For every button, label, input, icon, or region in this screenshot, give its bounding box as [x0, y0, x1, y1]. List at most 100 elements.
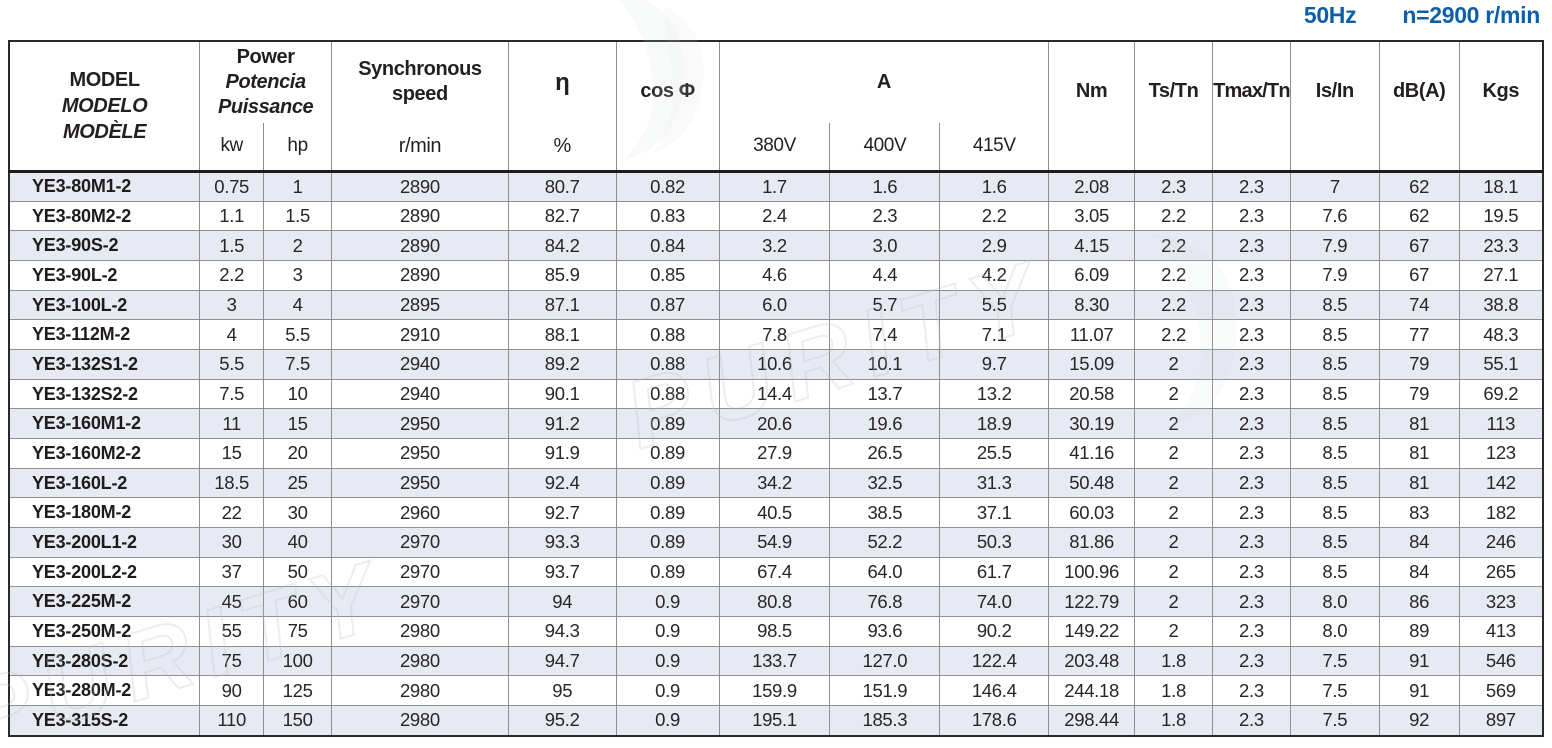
value-cell: 244.18: [1048, 675, 1136, 707]
value-cell: 18.9: [939, 408, 1050, 440]
value-cell: 2: [1134, 349, 1213, 380]
speed-label: n=2900 r/min: [1402, 2, 1540, 28]
value-cell: 54.9: [718, 527, 831, 558]
value-cell: 113: [1458, 408, 1544, 440]
value-cell: 0.75: [199, 171, 265, 202]
value-cell: 8.30: [1048, 289, 1136, 321]
value-cell: 7: [1289, 171, 1380, 202]
value-cell: 87.1: [507, 289, 617, 321]
table-row: YE3-160M2-2 15 20 2950 91.9 0.89 27.9 26.5 25.5 4…: [8, 438, 1544, 469]
value-cell: 6.0: [718, 289, 831, 321]
value-cell: 94.7: [507, 645, 617, 677]
table-row: YE3-132S2-2 7.5 10 2940 90.1 0.88 14.4 13.7 13.2…: [8, 378, 1544, 410]
value-cell: 0.89: [615, 467, 720, 499]
value-cell: 77: [1378, 319, 1460, 351]
value-cell: 1.8: [1134, 705, 1213, 736]
nm-label: Nm: [1075, 79, 1108, 102]
ts-tn-label: Ts/Tn: [1148, 79, 1199, 102]
value-cell: 2: [1134, 378, 1213, 410]
value-cell: 2.2: [939, 200, 1050, 232]
value-cell: 30: [263, 497, 333, 529]
value-cell: 93.3: [507, 527, 617, 558]
value-cell: 8.5: [1289, 319, 1380, 351]
value-cell: 0.88: [615, 319, 720, 351]
value-cell: 2950: [331, 408, 509, 440]
value-cell: 74: [1378, 289, 1460, 321]
value-cell: 6.09: [1048, 260, 1136, 291]
value-cell: 7.1: [939, 319, 1050, 351]
value-cell: 55: [199, 616, 265, 647]
value-cell: 75: [199, 645, 265, 677]
model-header-es: MODELO: [61, 95, 148, 117]
value-cell: 8.5: [1289, 438, 1380, 469]
value-cell: 81: [1378, 438, 1460, 469]
table-row: YE3-160L-2 18.5 25 2950 92.4 0.89 34.2 32.5 31.3…: [8, 467, 1544, 499]
value-cell: 32.5: [829, 467, 941, 499]
subcol-hp: hp: [263, 122, 333, 173]
model-cell: YE3-160M2-2: [8, 438, 201, 469]
value-cell: 151.9: [829, 675, 941, 707]
model-cell: YE3-100L-2: [8, 289, 201, 321]
value-cell: 1.6: [829, 171, 941, 202]
value-cell: 2.3: [829, 200, 941, 232]
value-cell: 2.3: [1211, 675, 1291, 707]
value-cell: 2.3: [1211, 705, 1291, 736]
value-cell: 2: [1134, 556, 1213, 588]
value-cell: 7.5: [1289, 645, 1380, 677]
value-cell: 3.05: [1048, 200, 1136, 232]
value-cell: 0.88: [615, 378, 720, 410]
value-cell: 3: [263, 260, 333, 291]
value-cell: 2.3: [1211, 408, 1291, 440]
table-row: YE3-80M1-2 0.75 1 2890 80.7 0.82 1.7 1.6 1.6 2.08…: [8, 171, 1544, 202]
value-cell: 62: [1378, 171, 1460, 202]
model-cell: YE3-280M-2: [8, 675, 201, 707]
value-cell: 50.3: [939, 527, 1050, 558]
value-cell: 195.1: [718, 705, 831, 736]
value-cell: 75: [263, 616, 333, 647]
model-cell: YE3-80M2-2: [8, 200, 201, 232]
value-cell: 61.7: [939, 556, 1050, 588]
value-cell: 48.3: [1458, 319, 1544, 351]
model-cell: YE3-250M-2: [8, 616, 201, 647]
value-cell: 0.87: [615, 289, 720, 321]
value-cell: 265: [1458, 556, 1544, 588]
value-cell: 2.2: [1134, 200, 1213, 232]
value-cell: 11: [199, 408, 265, 440]
value-cell: 0.9: [615, 645, 720, 677]
value-cell: 5.7: [829, 289, 941, 321]
value-cell: 8.5: [1289, 556, 1380, 588]
table-row: YE3-132S1-2 5.5 7.5 2940 89.2 0.88 10.6 10.1 9.7…: [8, 349, 1544, 380]
value-cell: 2: [1134, 408, 1213, 440]
table-row: YE3-112M-2 4 5.5 2910 88.1 0.88 7.8 7.4 7.1 11.07…: [8, 319, 1544, 351]
value-cell: 203.48: [1048, 645, 1136, 677]
value-cell: 178.6: [939, 705, 1050, 736]
value-cell: 0.9: [615, 586, 720, 618]
value-cell: 2.3: [1134, 171, 1213, 202]
frequency-note: 50Hz n=2900 r/min: [1304, 2, 1540, 29]
value-cell: 2980: [331, 645, 509, 677]
value-cell: 14.4: [718, 378, 831, 410]
model-header-en: MODEL: [69, 69, 140, 91]
value-cell: 2.3: [1211, 378, 1291, 410]
value-cell: 2950: [331, 467, 509, 499]
value-cell: 150: [263, 705, 333, 736]
value-cell: 7.4: [829, 319, 941, 351]
value-cell: 2.3: [1211, 171, 1291, 202]
col-header-efficiency: η %: [507, 41, 617, 173]
value-cell: 9.7: [939, 349, 1050, 380]
value-cell: 2.9: [939, 230, 1050, 262]
model-cell: YE3-315S-2: [8, 705, 201, 736]
value-cell: 2.3: [1211, 467, 1291, 499]
model-cell: YE3-132S1-2: [8, 349, 201, 380]
value-cell: 95.2: [507, 705, 617, 736]
value-cell: 127.0: [829, 645, 941, 677]
value-cell: 2980: [331, 705, 509, 736]
col-header-current: A: [718, 41, 1050, 123]
value-cell: 146.4: [939, 675, 1050, 707]
value-cell: 2970: [331, 586, 509, 618]
value-cell: 93.7: [507, 556, 617, 588]
table-row: YE3-180M-2 22 30 2960 92.7 0.89 40.5 38.5 37.1 60…: [8, 497, 1544, 529]
value-cell: 95: [507, 675, 617, 707]
table-row: YE3-280S-2 75 100 2980 94.7 0.9 133.7 127.0 122.…: [8, 645, 1544, 677]
value-cell: 19.6: [829, 408, 941, 440]
